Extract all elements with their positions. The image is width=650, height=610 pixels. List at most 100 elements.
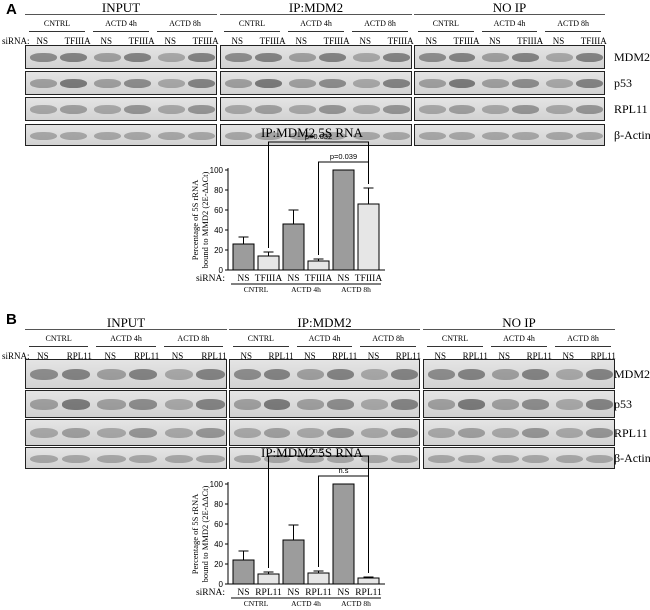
bar <box>232 243 255 271</box>
blot-band <box>318 105 346 115</box>
y-tick-label: 20 <box>214 560 223 569</box>
blot-band <box>382 79 410 89</box>
lane-label: NS <box>36 36 49 46</box>
blot-band <box>164 399 193 411</box>
blot-band <box>482 53 510 63</box>
blot-band <box>546 131 573 140</box>
protein-label: RPL11 <box>614 425 648 440</box>
blot-band <box>457 369 485 381</box>
condition-underline <box>360 346 416 347</box>
blot-band <box>29 105 57 115</box>
blot-band <box>457 454 485 463</box>
lane-label: RPL11 <box>66 351 92 361</box>
blot-group-title: IP:MDM2 <box>288 0 344 15</box>
blot-strip <box>25 390 227 418</box>
blot-band <box>59 105 87 115</box>
protein-label: RPL11 <box>614 102 648 116</box>
blot-band <box>448 105 476 115</box>
blot-band <box>30 399 59 411</box>
blot-band <box>187 79 215 89</box>
blot-band <box>352 53 380 63</box>
blot-band <box>512 53 540 63</box>
blot-band <box>157 53 185 63</box>
condition-label: ACTD 4h <box>503 334 535 343</box>
blot-strip <box>423 390 615 418</box>
blot-band <box>576 105 603 115</box>
blot-band <box>391 428 418 439</box>
y-tick-label: 100 <box>210 480 224 489</box>
blot-band <box>93 79 121 89</box>
blot-band <box>164 454 193 463</box>
blot-band <box>196 454 225 463</box>
blot-strip <box>25 45 217 69</box>
blot-band <box>297 428 325 439</box>
condition-underline <box>233 346 289 347</box>
blot-band <box>97 454 126 463</box>
blot-band <box>129 369 158 381</box>
blot-band <box>233 399 261 411</box>
lane-label: NS <box>304 351 316 361</box>
blot-group-title: INPUT <box>101 0 141 15</box>
blot-band <box>97 369 126 381</box>
y-tick-label: 40 <box>214 540 223 549</box>
condition-underline <box>29 31 85 32</box>
blot-band <box>233 428 261 439</box>
blot-band <box>382 131 410 140</box>
y-tick-label: 60 <box>214 206 223 215</box>
blot-band <box>382 53 410 63</box>
blot-band <box>263 454 291 463</box>
blot-band <box>491 399 519 411</box>
y-axis-label: Percentage of 5S rRNA <box>190 493 200 574</box>
blot-strip <box>414 71 605 95</box>
condition-label: ACTD 8h <box>169 19 201 28</box>
bar <box>232 559 255 585</box>
blot-band <box>352 105 380 115</box>
blot-band <box>352 79 380 89</box>
bar <box>357 577 380 585</box>
blot-band <box>123 53 151 63</box>
blot-band <box>361 454 388 463</box>
blot-band <box>555 399 583 411</box>
condition-label: CNTRL <box>441 334 469 343</box>
blot-band <box>427 369 455 381</box>
blot-band <box>457 428 485 439</box>
group-divider <box>25 329 227 330</box>
blot-strip <box>229 390 420 418</box>
blot-band <box>187 105 215 115</box>
blot-band <box>576 79 603 89</box>
blot-band <box>224 79 252 89</box>
condition-underline <box>288 31 344 32</box>
significance-bracket <box>318 475 369 573</box>
blot-band <box>29 53 57 63</box>
lane-label: NS <box>552 36 565 46</box>
y-axis-label: Percentage of 5S rRNA <box>190 179 200 260</box>
panel-letter-b: B <box>6 311 17 328</box>
blot-band <box>512 79 540 89</box>
condition-underline <box>555 346 611 347</box>
blot-band <box>59 53 87 63</box>
blot-band <box>521 428 549 439</box>
category-label: NS <box>237 588 249 598</box>
y-axis-label: bound to MMD2 (2E-ΔΔCt) <box>200 486 210 583</box>
bar <box>332 169 355 271</box>
blot-band <box>233 369 261 381</box>
blot-band <box>129 428 158 439</box>
y-tick-label: 60 <box>214 520 223 529</box>
blot-band <box>187 53 215 63</box>
blot-band <box>546 105 573 115</box>
blot-band <box>427 399 455 411</box>
category-label: TFIIIA <box>305 274 333 284</box>
lane-label: RPL11 <box>332 351 358 361</box>
blot-band <box>327 369 355 381</box>
blot-band <box>391 369 418 381</box>
blot-band <box>327 454 355 463</box>
blot-strip <box>229 447 420 469</box>
lane-label: RPL11 <box>268 351 294 361</box>
blot-band <box>93 53 121 63</box>
blot-band <box>555 454 583 463</box>
blot-band <box>585 399 613 411</box>
condition-label: ACTD 4h <box>110 334 142 343</box>
condition-label: CNTRL <box>238 19 266 28</box>
significance-label: n.s <box>313 446 323 455</box>
blot-band <box>61 399 90 411</box>
